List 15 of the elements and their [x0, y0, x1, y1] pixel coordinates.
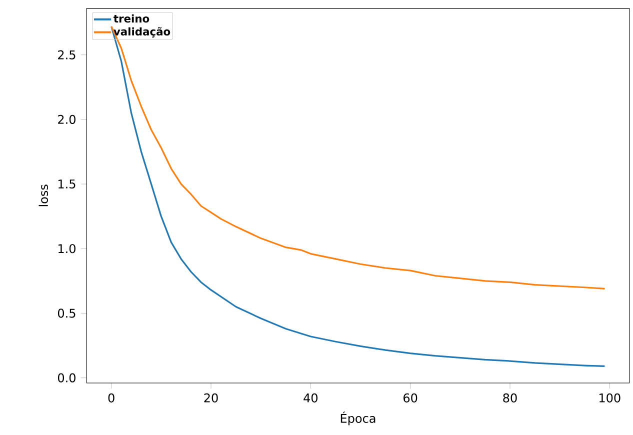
x-tick-label: 20	[204, 393, 218, 402]
y-tick-label: 1.0	[58, 244, 76, 254]
y-tick-label: 2.5	[58, 50, 76, 60]
y-axis-title: loss	[38, 184, 48, 206]
legend-label: treino	[114, 14, 150, 23]
x-tick-label: 0	[108, 393, 114, 402]
x-tick-label: 80	[503, 393, 517, 402]
y-tick-label: 2.0	[58, 114, 76, 124]
x-tick-label: 40	[304, 393, 318, 402]
y-tick-label: 0.5	[58, 308, 76, 318]
y-tick-label: 0.0	[58, 373, 76, 382]
x-tick-label: 60	[404, 393, 418, 402]
x-axis-title: Época	[340, 412, 376, 426]
y-tick-label: 1.5	[58, 180, 76, 188]
x-tick-label: 100	[600, 393, 620, 402]
